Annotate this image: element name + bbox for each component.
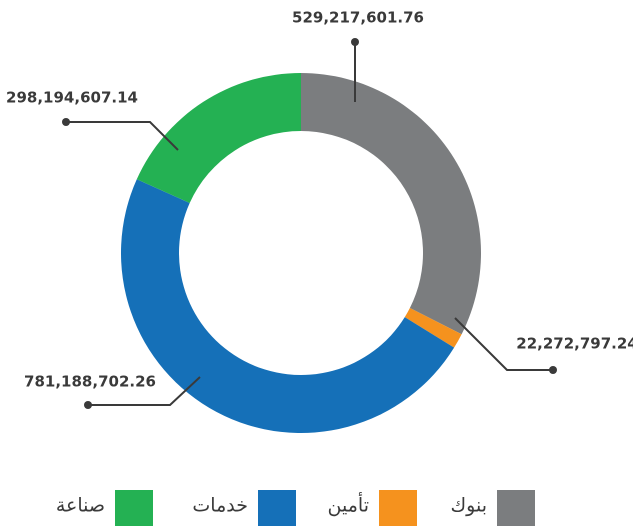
leader-line: [88, 376, 201, 406]
legend-swatch: [497, 490, 535, 526]
legend-label: بنوك: [451, 495, 488, 517]
legend-label: خدمات: [192, 495, 248, 517]
donut-slice: [136, 73, 301, 204]
leader-dot: [84, 401, 92, 409]
donut-slice: [120, 179, 455, 434]
legend-swatch: [115, 490, 153, 526]
donut-slice: [301, 73, 481, 335]
legend-swatch: [258, 490, 296, 526]
leader-line: [454, 317, 553, 371]
value-label: 529,217,601.76: [292, 9, 424, 27]
leader-dot: [549, 366, 557, 374]
leader-dot: [351, 38, 359, 46]
leader-line: [66, 121, 179, 151]
value-label: 781,188,702.26: [24, 373, 156, 391]
legend-swatch: [379, 490, 417, 526]
legend-label: تأمين: [328, 492, 369, 517]
legend-label: صناعة: [56, 495, 105, 517]
value-label: 22,272,797.24: [516, 335, 633, 353]
donut-slice: [404, 308, 462, 348]
leader-dot: [62, 118, 70, 126]
value-label: 298,194,607.14: [6, 89, 138, 107]
